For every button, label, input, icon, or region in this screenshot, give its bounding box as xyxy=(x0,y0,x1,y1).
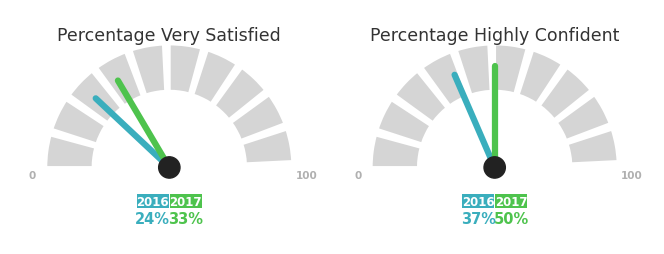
FancyBboxPatch shape xyxy=(462,194,494,208)
Wedge shape xyxy=(377,101,431,144)
FancyBboxPatch shape xyxy=(137,194,169,208)
Wedge shape xyxy=(46,136,96,168)
Wedge shape xyxy=(70,72,122,123)
Wedge shape xyxy=(422,53,467,106)
Wedge shape xyxy=(169,45,202,94)
Wedge shape xyxy=(242,130,293,164)
Wedge shape xyxy=(457,45,491,96)
Text: Percentage Highly Confident: Percentage Highly Confident xyxy=(370,27,620,45)
FancyBboxPatch shape xyxy=(495,194,527,208)
Wedge shape xyxy=(231,96,285,141)
Text: 2016: 2016 xyxy=(137,195,169,208)
Wedge shape xyxy=(540,68,591,120)
Wedge shape xyxy=(371,136,421,168)
Text: 100: 100 xyxy=(621,171,643,181)
Circle shape xyxy=(484,157,505,178)
Text: 100: 100 xyxy=(295,171,317,181)
Wedge shape xyxy=(193,51,237,104)
Text: 0: 0 xyxy=(354,171,361,181)
Text: 50%: 50% xyxy=(493,211,529,226)
Wedge shape xyxy=(395,72,447,123)
Text: 2016: 2016 xyxy=(462,195,495,208)
Text: 33%: 33% xyxy=(169,211,203,226)
Wedge shape xyxy=(519,51,562,104)
Text: Percentage Very Satisfied: Percentage Very Satisfied xyxy=(58,27,281,45)
Wedge shape xyxy=(556,96,610,141)
Wedge shape xyxy=(97,53,142,106)
Wedge shape xyxy=(52,101,106,144)
Text: 2017: 2017 xyxy=(495,195,527,208)
FancyBboxPatch shape xyxy=(170,194,202,208)
Text: 24%: 24% xyxy=(135,211,170,226)
Text: 2017: 2017 xyxy=(169,195,202,208)
Text: 0: 0 xyxy=(29,171,36,181)
Wedge shape xyxy=(495,45,527,94)
Wedge shape xyxy=(214,68,266,120)
Circle shape xyxy=(159,157,180,178)
Wedge shape xyxy=(131,45,165,96)
Text: 37%: 37% xyxy=(461,211,495,226)
Wedge shape xyxy=(567,130,618,164)
